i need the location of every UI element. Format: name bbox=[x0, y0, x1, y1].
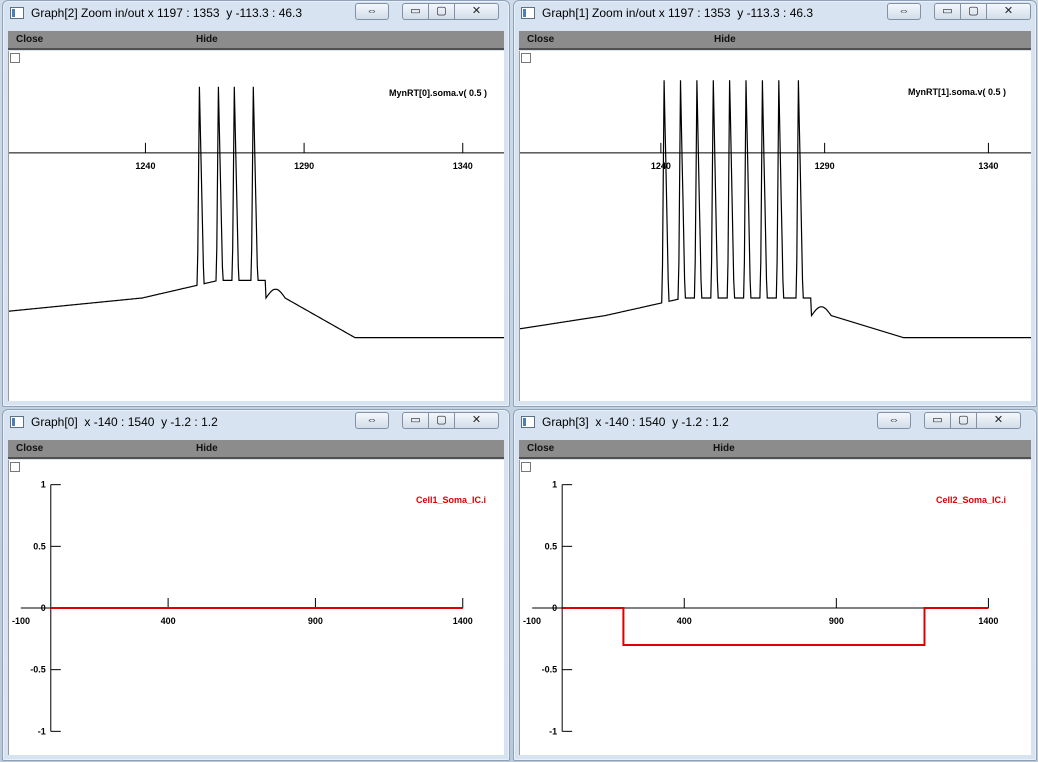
plot-area[interactable]: 1 0.5 0 -0.5 -1 -100 400 900 1400 Cell1_Soma_IC.… bbox=[8, 460, 504, 755]
minimize-button[interactable]: ▭ bbox=[402, 412, 429, 429]
y-tick-label: -1 bbox=[38, 726, 46, 736]
title-bar[interactable]: Graph[1] Zoom in/out x 1197 : 1353 y -11… bbox=[514, 1, 1036, 27]
close-window-button[interactable]: ✕ bbox=[454, 412, 499, 429]
graph-menubar: Close Hide bbox=[519, 440, 1031, 459]
x-tick-label: 400 bbox=[161, 616, 176, 626]
maximize-button[interactable]: ▢ bbox=[428, 3, 455, 20]
title-bar[interactable]: Graph[0] x -140 : 1540 y -1.2 : 1.2 ⇔ ▭ … bbox=[3, 410, 509, 436]
close-window-button[interactable]: ✕ bbox=[986, 3, 1031, 20]
plot-checkbox[interactable] bbox=[10, 53, 20, 63]
x-tick-label: 1290 bbox=[815, 161, 835, 171]
arrows-icon[interactable]: ⇔ bbox=[355, 412, 389, 429]
current-chart: 1 0.5 0 -0.5 -1 -100 400 900 1400 Cell2_Soma_IC.… bbox=[523, 480, 1006, 737]
x-tick-label: 400 bbox=[677, 616, 692, 626]
voltage-trace bbox=[520, 80, 1031, 339]
minimize-button[interactable]: ▭ bbox=[934, 3, 961, 20]
window-title: Graph[3] x -140 : 1540 y -1.2 : 1.2 bbox=[542, 415, 729, 429]
x-tick-label: 900 bbox=[308, 616, 323, 626]
plot-checkbox[interactable] bbox=[10, 462, 20, 472]
x-tick-label: 1400 bbox=[978, 616, 998, 626]
x-tick-label: 1400 bbox=[453, 616, 473, 626]
arrows-icon[interactable]: ⇔ bbox=[877, 412, 911, 429]
y-tick-label: 1 bbox=[552, 480, 557, 490]
x-tick-label: 1340 bbox=[978, 161, 998, 171]
arrows-icon[interactable]: ⇔ bbox=[887, 3, 921, 20]
voltage-chart: 1240 1290 1340 MynRT[1].soma.v( 0.5 ) bbox=[520, 80, 1031, 339]
y-tick-label: 0.5 bbox=[545, 541, 558, 551]
minimize-button[interactable]: ▭ bbox=[402, 3, 429, 20]
close-menu-button[interactable]: Close bbox=[16, 443, 44, 454]
x-tick-label: 1240 bbox=[651, 161, 671, 171]
app-icon bbox=[521, 7, 535, 19]
graph-window-0: Graph[0] x -140 : 1540 y -1.2 : 1.2 ⇔ ▭ … bbox=[2, 409, 510, 761]
y-tick-label: -1 bbox=[549, 726, 557, 736]
x-tick-label: 1240 bbox=[135, 161, 155, 171]
close-menu-button[interactable]: Close bbox=[527, 443, 555, 454]
hide-menu-button[interactable]: Hide bbox=[196, 34, 218, 45]
voltage-chart: 1240 1290 1340 MynRT[0].soma.v( 0.5 ) bbox=[9, 86, 504, 339]
series-legend: Cell1_Soma_IC.i bbox=[416, 495, 486, 505]
voltage-trace bbox=[9, 86, 504, 339]
y-tick-label: 0 bbox=[41, 603, 46, 613]
y-tick-label: -0.5 bbox=[542, 665, 558, 675]
graph-window-2: Graph[2] Zoom in/out x 1197 : 1353 y -11… bbox=[2, 0, 510, 407]
arrows-icon[interactable]: ⇔ bbox=[355, 3, 389, 20]
x-tick-label: 1340 bbox=[453, 161, 473, 171]
plot-area[interactable]: 1240 1290 1340 MynRT[1].soma.v( 0.5 ) bbox=[519, 51, 1031, 401]
window-title: Graph[0] x -140 : 1540 y -1.2 : 1.2 bbox=[31, 415, 218, 429]
window-title: Graph[2] Zoom in/out x 1197 : 1353 y -11… bbox=[31, 6, 303, 20]
graph-window-3: Graph[3] x -140 : 1540 y -1.2 : 1.2 ⇔ ▭ … bbox=[513, 409, 1037, 761]
current-chart: 1 0.5 0 -0.5 -1 -100 400 900 1400 Cell1_Soma_IC.… bbox=[12, 480, 486, 737]
plot-area[interactable]: 1 0.5 0 -0.5 -1 -100 400 900 1400 Cell2_Soma_IC.… bbox=[519, 460, 1031, 755]
graph-menubar: Close Hide bbox=[519, 31, 1031, 50]
app-icon bbox=[10, 416, 24, 428]
graph-window-1: Graph[1] Zoom in/out x 1197 : 1353 y -11… bbox=[513, 0, 1037, 407]
series-legend: Cell2_Soma_IC.i bbox=[936, 495, 1006, 505]
close-menu-button[interactable]: Close bbox=[527, 34, 555, 45]
x-tick-label: 900 bbox=[829, 616, 844, 626]
x-tick-label: -100 bbox=[12, 616, 30, 626]
maximize-button[interactable]: ▢ bbox=[950, 412, 977, 429]
app-icon bbox=[521, 416, 535, 428]
close-menu-button[interactable]: Close bbox=[16, 34, 44, 45]
y-tick-label: 0 bbox=[552, 603, 557, 613]
maximize-button[interactable]: ▢ bbox=[960, 3, 987, 20]
x-tick-label: 1290 bbox=[294, 161, 314, 171]
plot-area[interactable]: 1240 1290 1340 MynRT[0].soma.v( 0.5 ) bbox=[8, 51, 504, 401]
y-tick-label: -0.5 bbox=[30, 665, 46, 675]
hide-menu-button[interactable]: Hide bbox=[713, 443, 735, 454]
maximize-button[interactable]: ▢ bbox=[428, 412, 455, 429]
hide-menu-button[interactable]: Hide bbox=[196, 443, 218, 454]
y-tick-label: 1 bbox=[41, 480, 46, 490]
series-legend: MynRT[0].soma.v( 0.5 ) bbox=[389, 88, 487, 98]
close-window-button[interactable]: ✕ bbox=[976, 412, 1021, 429]
plot-checkbox[interactable] bbox=[521, 53, 531, 63]
app-icon bbox=[10, 7, 24, 19]
x-tick-label: -100 bbox=[523, 616, 541, 626]
title-bar[interactable]: Graph[3] x -140 : 1540 y -1.2 : 1.2 ⇔ ▭ … bbox=[514, 410, 1036, 436]
series-legend: MynRT[1].soma.v( 0.5 ) bbox=[908, 87, 1006, 97]
close-window-button[interactable]: ✕ bbox=[454, 3, 499, 20]
y-tick-label: 0.5 bbox=[33, 541, 46, 551]
graph-menubar: Close Hide bbox=[8, 440, 504, 459]
current-trace bbox=[562, 607, 989, 646]
plot-checkbox[interactable] bbox=[521, 462, 531, 472]
graph-menubar: Close Hide bbox=[8, 31, 504, 50]
title-bar[interactable]: Graph[2] Zoom in/out x 1197 : 1353 y -11… bbox=[3, 1, 509, 27]
minimize-button[interactable]: ▭ bbox=[924, 412, 951, 429]
window-title: Graph[1] Zoom in/out x 1197 : 1353 y -11… bbox=[542, 6, 814, 20]
hide-menu-button[interactable]: Hide bbox=[714, 34, 736, 45]
